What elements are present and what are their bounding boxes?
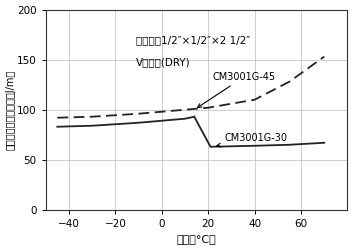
Text: Vノッチ(DRY): Vノッチ(DRY) [136, 58, 191, 68]
X-axis label: 温度（°C）: 温度（°C） [177, 234, 216, 244]
Text: 試験片：1/2″×1/2″×2 1/2″: 試験片：1/2″×1/2″×2 1/2″ [136, 36, 251, 46]
Y-axis label: アイゾット衝撃強さ（J/m）: アイゾット衝撃強さ（J/m） [6, 70, 16, 150]
Text: CM3001G-45: CM3001G-45 [198, 72, 276, 108]
Text: CM3001G-30: CM3001G-30 [217, 133, 287, 147]
